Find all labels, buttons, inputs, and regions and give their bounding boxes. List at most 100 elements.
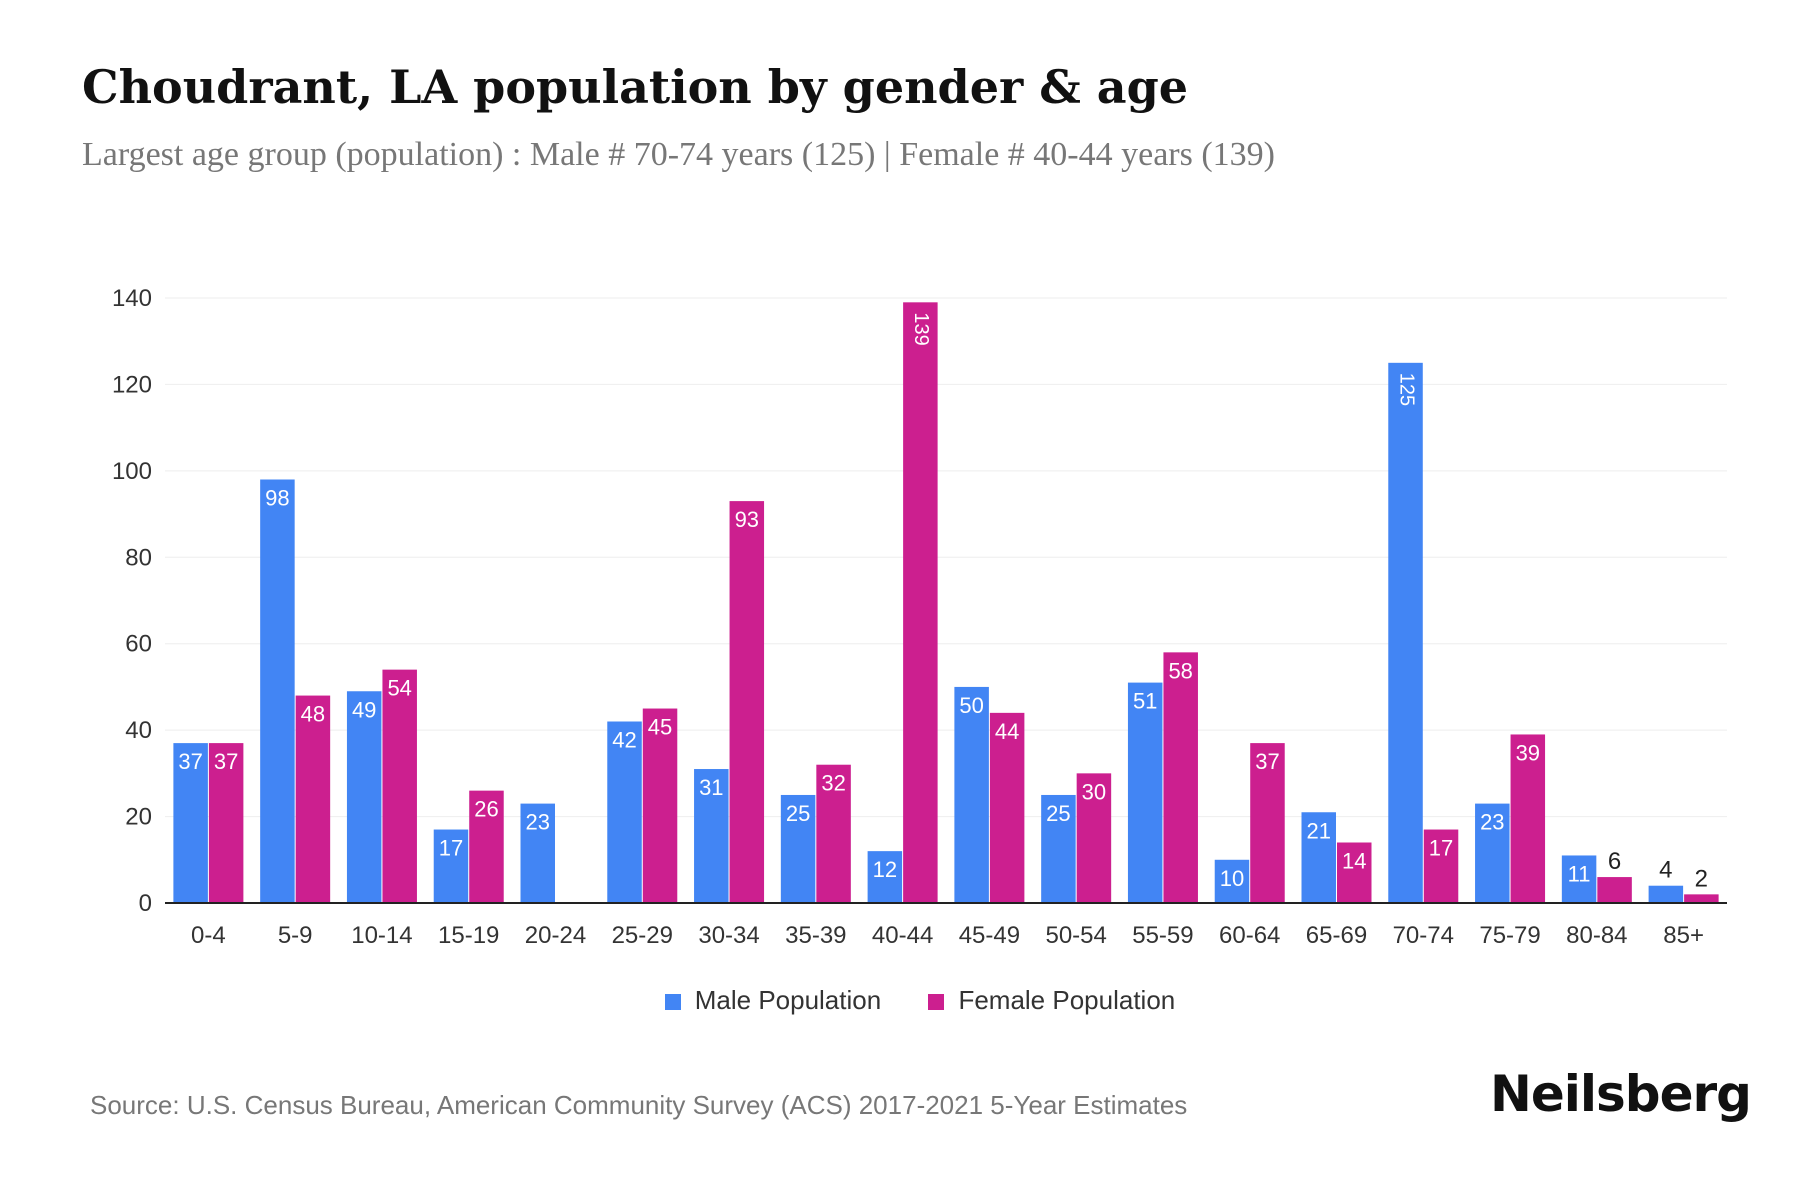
bar-male [1041, 794, 1076, 903]
bar-female [469, 790, 504, 903]
chart-subtitle: Largest age group (population) : Male # … [82, 136, 1276, 173]
data-label: 49 [352, 697, 376, 722]
x-tick-label: 5-9 [278, 922, 313, 949]
bar-male [1127, 682, 1163, 903]
legend-label-male: Male Population [694, 985, 882, 1015]
data-label: 125 [1395, 373, 1417, 406]
bar-female [1163, 652, 1198, 903]
bar-female [295, 695, 331, 903]
y-tick-label: 20 [125, 804, 152, 831]
data-label: 54 [387, 676, 411, 701]
data-label: 23 [526, 810, 550, 835]
data-label: 98 [265, 486, 289, 511]
data-label: 32 [821, 771, 845, 796]
bar-male [1648, 885, 1684, 903]
y-tick-label: 100 [112, 458, 152, 485]
bar-female [729, 501, 765, 903]
bar-male [1301, 812, 1336, 903]
bar-female [642, 708, 678, 903]
x-tick-label: 60-64 [1219, 922, 1280, 949]
x-tick-label: 25-29 [612, 922, 673, 949]
data-label: 25 [1046, 801, 1070, 826]
bar-female [1076, 773, 1112, 903]
y-tick-label: 120 [112, 371, 152, 398]
data-label: 58 [1168, 658, 1192, 683]
data-label: 139 [910, 312, 932, 345]
x-tick-label: 10-14 [351, 922, 412, 949]
bar-male [1388, 362, 1423, 904]
data-label: 12 [873, 857, 897, 882]
bar-male [867, 851, 903, 903]
bar-male [346, 691, 382, 903]
y-tick-label: 40 [125, 717, 152, 744]
bar-male [954, 686, 989, 903]
neilsberg-logo: Neilsberg [1490, 1065, 1752, 1123]
bar-female [1250, 743, 1285, 903]
bar-male [520, 803, 555, 903]
bar-female [989, 712, 1025, 903]
x-tick-label: 55-59 [1132, 922, 1193, 949]
data-label: 45 [648, 715, 672, 740]
x-tick-label: 35-39 [785, 922, 846, 949]
data-label: 17 [439, 836, 463, 861]
x-tick-label: 80-84 [1566, 922, 1627, 949]
x-tick-label: 50-54 [1045, 922, 1106, 949]
bar-female [903, 302, 938, 904]
data-label: 2 [1695, 865, 1708, 892]
legend-swatch-female [928, 994, 945, 1011]
data-label: 37 [1255, 749, 1279, 774]
x-tick-label: 15-19 [438, 922, 499, 949]
bar-male [1214, 859, 1250, 903]
data-label: 4 [1659, 857, 1672, 884]
legend: Male Population Female Population [0, 985, 1800, 1016]
bar-male [607, 721, 642, 903]
y-tick-label: 140 [112, 285, 152, 312]
data-label: 48 [301, 702, 325, 727]
bar-female [1510, 734, 1546, 903]
data-label: 93 [735, 507, 759, 532]
bar-female [208, 743, 244, 903]
bar-male [1475, 803, 1510, 903]
x-tick-label: 0-4 [191, 922, 226, 949]
data-label: 51 [1133, 689, 1157, 714]
data-label: 6 [1608, 848, 1621, 875]
data-label: 31 [699, 775, 723, 800]
data-label: 23 [1480, 810, 1504, 835]
chart-title: Choudrant, LA population by gender & age [82, 60, 1188, 114]
bar-male [1561, 855, 1597, 903]
data-label: 37 [214, 749, 238, 774]
data-label: 21 [1307, 818, 1331, 843]
y-tick-label: 0 [139, 890, 152, 917]
bar-male [433, 829, 469, 903]
data-label: 42 [612, 728, 636, 753]
y-tick-label: 80 [125, 544, 152, 571]
bar-male [173, 743, 208, 903]
data-label: 17 [1429, 836, 1453, 861]
legend-swatch-male [664, 994, 681, 1011]
legend-label-female: Female Population [958, 985, 1176, 1015]
source-note: Source: U.S. Census Bureau, American Com… [90, 1090, 1188, 1120]
bar-male [780, 794, 816, 903]
bar-female [1684, 894, 1719, 903]
data-label: 44 [995, 719, 1019, 744]
x-tick-label: 65-69 [1306, 922, 1367, 949]
data-label: 25 [786, 801, 810, 826]
bar-female [382, 669, 417, 903]
x-tick-label: 40-44 [872, 922, 933, 949]
bar-female [1423, 829, 1459, 903]
x-tick-label: 30-34 [698, 922, 759, 949]
x-tick-label: 70-74 [1393, 922, 1454, 949]
data-label: 11 [1568, 861, 1591, 886]
data-label: 37 [178, 749, 202, 774]
x-tick-label: 75-79 [1479, 922, 1540, 949]
x-tick-label: 45-49 [959, 922, 1020, 949]
data-label: 30 [1082, 779, 1106, 804]
bar-male [260, 479, 295, 903]
bar-male [694, 769, 729, 903]
data-label: 26 [474, 797, 498, 822]
bar-female [1337, 842, 1372, 903]
x-tick-label: 85+ [1663, 922, 1704, 949]
data-label: 50 [959, 693, 983, 718]
